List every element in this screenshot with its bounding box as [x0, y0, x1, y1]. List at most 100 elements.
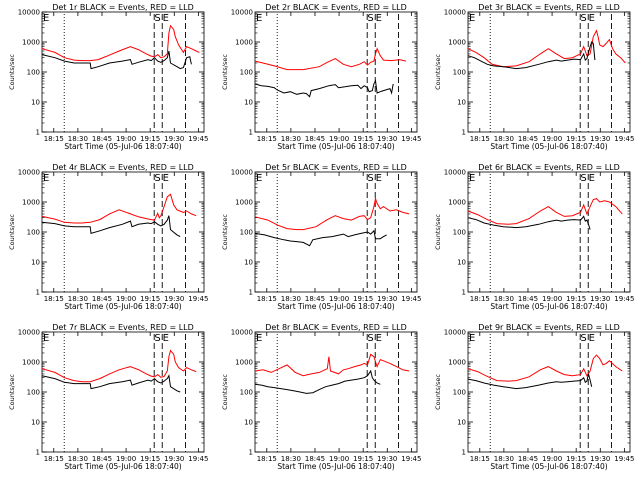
y-axis-label: Counts/sec: [221, 214, 229, 250]
panel-det-9: Det 9r BLACK = Events, RED = LLD 1 10 100 10…: [434, 323, 634, 471]
x-tick-label: 19:45: [614, 455, 634, 463]
x-tick-label: 19:15: [353, 135, 373, 143]
black-series-line: [254, 229, 387, 247]
event-marker-E: E: [43, 173, 49, 184]
y-tick-label: 1000: [235, 359, 253, 367]
y-tick-label: 1000: [448, 199, 466, 207]
x-tick-label: 19:30: [164, 135, 184, 143]
x-tick-label: 19:15: [353, 455, 373, 463]
x-tick-label: 19:00: [542, 455, 562, 463]
event-marker-E: E: [256, 13, 262, 24]
y-tick-label: 10000: [231, 329, 253, 337]
y-tick-label: 1: [462, 449, 466, 457]
y-tick-label: 10: [31, 419, 40, 427]
event-marker-E: E: [469, 13, 475, 24]
x-tick-label: 19:30: [590, 295, 610, 303]
black-series-line: [467, 373, 593, 390]
x-axis-label: Start Time (05-Jul-06 18:07:40): [490, 142, 607, 151]
panel-det-6: Det 6r BLACK = Events, RED = LLD 1 10 100 10…: [434, 163, 634, 311]
red-series-line: [41, 193, 197, 224]
y-tick-label: 100: [453, 69, 466, 77]
x-tick-label: 19:30: [590, 135, 610, 143]
event-marker-S: S: [154, 13, 160, 24]
x-tick-label: 18:45: [92, 135, 112, 143]
event-marker-E: E: [43, 13, 49, 24]
x-tick-label: 18:45: [92, 295, 112, 303]
event-marker-E: E: [376, 173, 382, 184]
y-tick-label: 1: [36, 129, 40, 137]
red-series-line: [254, 353, 410, 377]
event-marker-E: E: [163, 13, 169, 24]
y-axis-label: Counts/sec: [434, 214, 442, 250]
x-tick-label: 18:30: [494, 135, 514, 143]
red-series-line: [467, 198, 623, 225]
x-tick-label: 19:15: [353, 295, 373, 303]
y-tick-label: 1: [249, 129, 253, 137]
x-tick-label: 18:45: [518, 455, 538, 463]
x-tick-label: 19:45: [188, 455, 208, 463]
event-marker-S: S: [580, 13, 586, 24]
plot-frame: [467, 11, 631, 133]
x-tick-label: 19:45: [188, 295, 208, 303]
panel-det-3: Det 3r BLACK = Events, RED = LLD 1 10 100 10…: [434, 3, 634, 151]
black-series-line: [254, 79, 394, 98]
x-tick-label: 18:30: [68, 295, 88, 303]
y-tick-label: 10000: [444, 9, 466, 17]
y-tick-label: 1000: [235, 199, 253, 207]
event-marker-E: E: [256, 173, 262, 184]
panel-title: Det 1r BLACK = Events, RED = LLD: [52, 3, 194, 12]
x-tick-label: 18:15: [257, 295, 277, 303]
black-series-line: [467, 41, 596, 70]
y-tick-label: 10000: [444, 329, 466, 337]
x-tick-label: 18:15: [470, 135, 490, 143]
y-tick-label: 10: [31, 99, 40, 107]
panel-title: Det 5r BLACK = Events, RED = LLD: [265, 163, 407, 172]
event-marker-S: S: [367, 173, 373, 184]
black-series-line: [41, 215, 181, 238]
y-tick-label: 1000: [235, 39, 253, 47]
y-tick-label: 100: [240, 229, 253, 237]
x-tick-label: 18:45: [305, 295, 325, 303]
red-series-line: [41, 349, 197, 383]
panel-title: Det 9r BLACK = Events, RED = LLD: [478, 323, 620, 332]
event-marker-E: E: [163, 173, 169, 184]
panel-det-7: Det 7r BLACK = Events, RED = LLD 1 10 100 10…: [8, 323, 208, 471]
red-series-line: [254, 196, 410, 231]
y-tick-label: 10000: [444, 169, 466, 177]
black-series-line: [254, 369, 381, 394]
event-marker-S: S: [367, 333, 373, 344]
y-tick-label: 10: [457, 99, 466, 107]
event-marker-E: E: [589, 333, 595, 344]
event-marker-E: E: [376, 333, 382, 344]
x-tick-label: 19:30: [164, 295, 184, 303]
y-tick-label: 10: [457, 419, 466, 427]
x-axis-label: Start Time (05-Jul-06 18:07:40): [277, 462, 394, 471]
y-tick-label: 1: [462, 129, 466, 137]
x-tick-label: 18:45: [92, 455, 112, 463]
x-tick-label: 19:30: [377, 135, 397, 143]
x-tick-label: 19:00: [116, 295, 136, 303]
event-marker-E: E: [256, 333, 262, 344]
x-tick-label: 18:45: [518, 295, 538, 303]
black-series-line: [41, 374, 181, 393]
x-axis-label: Start Time (05-Jul-06 18:07:40): [277, 142, 394, 151]
red-series-line: [467, 29, 626, 68]
y-tick-label: 1000: [22, 39, 40, 47]
x-tick-label: 18:15: [44, 455, 64, 463]
x-tick-label: 18:30: [68, 135, 88, 143]
red-series-line: [467, 354, 623, 382]
x-tick-label: 18:30: [494, 295, 514, 303]
x-tick-label: 19:30: [377, 455, 397, 463]
x-tick-label: 19:00: [329, 135, 349, 143]
x-tick-label: 19:30: [590, 455, 610, 463]
y-tick-label: 1000: [22, 199, 40, 207]
panel-title: Det 7r BLACK = Events, RED = LLD: [52, 323, 194, 332]
y-tick-label: 10: [244, 419, 253, 427]
x-tick-label: 19:45: [401, 135, 421, 143]
y-tick-label: 1000: [448, 39, 466, 47]
plot-frame: [41, 171, 205, 293]
x-tick-label: 19:15: [566, 455, 586, 463]
panel-det-4: Det 4r BLACK = Events, RED = LLD 1 10 100 10…: [8, 163, 208, 311]
y-tick-label: 100: [240, 389, 253, 397]
